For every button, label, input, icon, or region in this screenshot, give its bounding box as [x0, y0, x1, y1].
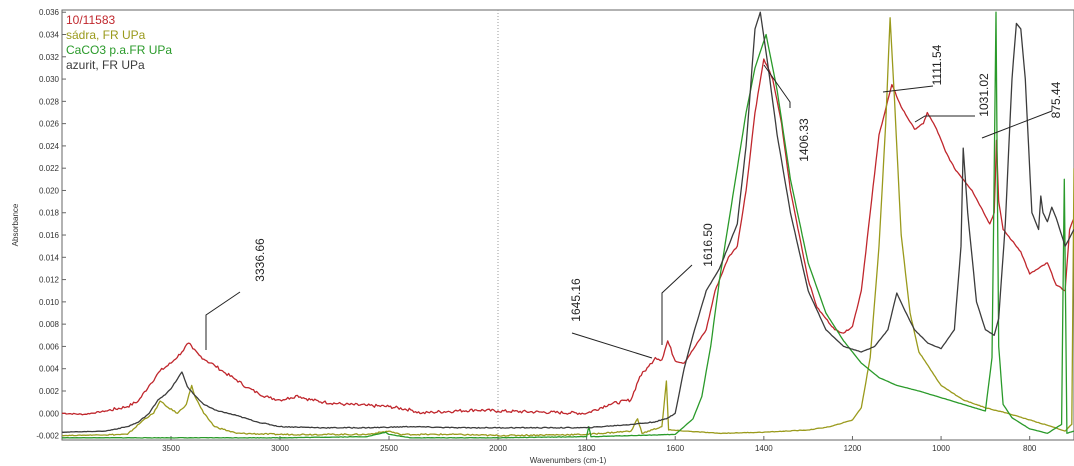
plot-area: [61, 9, 1074, 441]
y-tick-label: 0.010: [39, 298, 60, 307]
y-tick-label: 0.028: [39, 97, 60, 106]
y-tick-label: 0.032: [39, 53, 60, 62]
peak-leader-line: [914, 115, 975, 123]
y-tick-label: 0.036: [39, 8, 60, 17]
x-tick-label: 1400: [755, 444, 773, 453]
peak-label: 1645.16: [569, 278, 583, 322]
peak-leader-line: [571, 332, 653, 359]
x-tick-label: 1800: [578, 444, 596, 453]
x-axis-ticks: 3500 3000 2500 2000 1800 1600 1400 1200 1000 800: [162, 436, 1037, 453]
x-tick-label: 3500: [162, 444, 180, 453]
peak-leader-line: [981, 110, 1053, 139]
peak-leader-line: [205, 291, 241, 350]
peak-label: 1031.02: [977, 73, 991, 117]
series-layer: [61, 11, 1074, 439]
y-tick-label: 0.022: [39, 164, 60, 173]
legend-entry: 10/11583: [66, 13, 115, 27]
y-tick-label: -0.002: [36, 432, 59, 441]
peak-leader-line: [763, 64, 791, 108]
y-tick-label: 0.008: [39, 320, 60, 329]
y-tick-label: 0.002: [39, 387, 60, 396]
legend-entry: CaCO3 p.a.FR UPa: [66, 43, 172, 57]
y-tick-label: 0.030: [39, 75, 60, 84]
peak-label: 1406.33: [797, 118, 811, 162]
series-line: [62, 11, 1074, 439]
y-tick-label: 0.012: [39, 276, 60, 285]
x-tick-label: 1000: [932, 444, 950, 453]
x-tick-label: 2500: [380, 444, 398, 453]
legend-entry: sádra, FR UPa: [66, 28, 146, 42]
y-tick-label: 0.034: [39, 31, 60, 40]
peak-leader-line: [882, 85, 934, 93]
y-tick-label: 0.000: [39, 409, 60, 418]
peak-label: 1111.54: [930, 44, 944, 85]
x-tick-label: 1200: [844, 444, 862, 453]
y-tick-label: 0.026: [39, 120, 60, 129]
series-line: [61, 17, 1074, 437]
y-tick-label: 0.020: [39, 186, 60, 195]
series-line: [61, 58, 1074, 416]
y-tick-label: 0.024: [39, 142, 60, 151]
y-axis-ticks: -0.002 0.000 0.002 0.004 0.006 0.008 0.010 0.01…: [36, 8, 66, 441]
y-tick-label: 0.016: [39, 231, 60, 240]
x-tick-label: 800: [1023, 444, 1037, 453]
y-tick-label: 0.014: [39, 253, 60, 262]
y-tick-label: 0.006: [39, 342, 60, 351]
peak-label: 1616.50: [701, 223, 715, 267]
peak-annotations: 3336.66 1645.16 1616.50 1406.33 1111.54 1031.…: [205, 44, 1063, 359]
y-tick-label: 0.018: [39, 209, 60, 218]
x-tick-label: 2000: [489, 444, 507, 453]
y-axis-title: Absorbance: [11, 203, 20, 246]
series-line: [61, 11, 1074, 433]
peak-leader-line: [661, 264, 693, 345]
legend-entry: azurit, FR UPa: [66, 58, 145, 72]
x-tick-label: 3000: [271, 444, 289, 453]
peak-label: 875.44: [1049, 81, 1063, 118]
x-axis-title: Wavenumbers (cm-1): [530, 456, 607, 465]
x-tick-label: 1600: [666, 444, 684, 453]
peak-label: 3336.66: [253, 238, 267, 282]
y-tick-label: 0.004: [39, 365, 60, 374]
